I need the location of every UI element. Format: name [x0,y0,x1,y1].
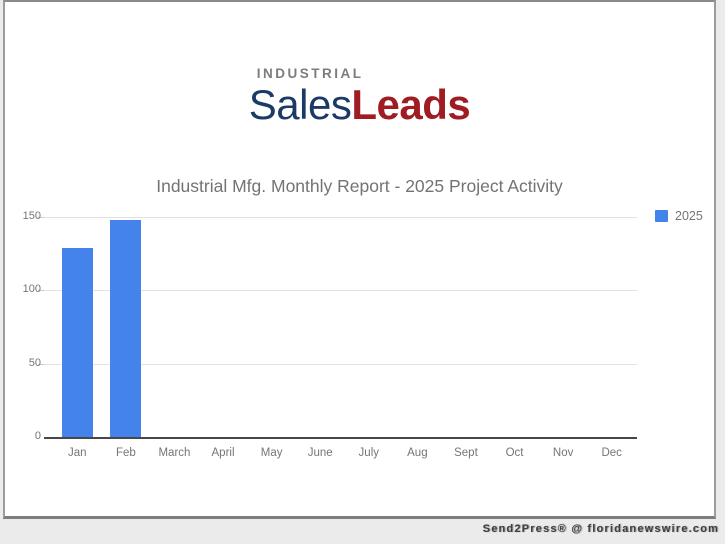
y-tick-mark-150 [38,217,44,218]
y-axis-label-150: 150 [22,210,41,222]
chart-card: INDUSTRIAL SalesLeads Industrial Mfg. Mo… [3,0,716,519]
x-axis-label-nov: Nov [552,447,574,459]
y-tick-mark-100 [38,290,44,292]
chart-title: Industrial Mfg. Monthly Report - 2025 Pr… [156,176,563,196]
legend-swatch-2025 [655,210,668,222]
x-axis-label-july: July [358,447,379,459]
y-tick-mark-50 [38,363,44,365]
y-axis-label-100: 100 [22,283,41,296]
y-axis-label-0: 0 [34,430,41,442]
x-axis-label-may: May [260,447,283,459]
bar-jan [61,247,93,437]
gridline-150 [44,217,637,218]
chart-legend: 2025 [655,209,703,223]
gridline-50 [44,363,637,365]
x-axis-label-oct: Oct [505,447,524,459]
x-axis-label-feb: Feb [115,447,136,459]
legend-label-2025: 2025 [675,209,703,223]
x-axis-label-sept: Sept [454,447,478,459]
logo-wordmark: SalesLeads [248,81,471,128]
gridline-100 [44,290,637,292]
logo-text-sales: Sales [248,81,352,128]
plot-area [38,217,637,439]
x-axis-label-june: June [307,447,333,459]
watermark-text: Send2Press® @ floridanewswire.com [482,523,719,535]
x-axis-label-april: April [211,447,235,459]
company-logo: INDUSTRIAL SalesLeads [5,66,714,126]
company-logo-inner: INDUSTRIAL SalesLeads [248,66,471,128]
logo-text-industrial: INDUSTRIAL [256,66,364,81]
logo-text-leads: Leads [351,81,471,128]
x-axis-label-march: March [158,447,191,459]
x-axis-label-jan: Jan [68,447,87,459]
x-axis-label-aug: Aug [407,447,428,459]
bar-feb [110,219,142,437]
y-axis-label-50: 50 [28,356,41,369]
x-axis-label-dec: Dec [601,447,622,459]
